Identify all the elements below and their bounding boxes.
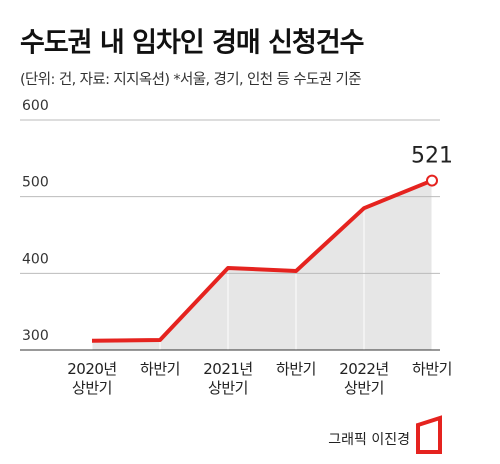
chart-title: 수도권 내 임차인 경매 신청건수: [20, 28, 364, 59]
y-tick-label: 300: [22, 328, 49, 344]
y-tick-label: 400: [22, 251, 49, 267]
x-tick-label: 2022년 상반기: [339, 360, 389, 397]
x-tick-label: 하반기: [412, 360, 452, 378]
chart-subtitle: (단위: 건, 자료: 지지옥션) *서울, 경기, 인천 등 수도권 기준: [20, 71, 361, 88]
line: [91, 178, 433, 343]
x-tick-label: 2021년 상반기: [203, 360, 253, 397]
value-label: 521: [411, 144, 453, 169]
area: [92, 180, 432, 350]
point-marker: [426, 174, 438, 187]
x-tick-label: 2020년 상반기: [67, 360, 117, 397]
x-tick-label: 하반기: [140, 360, 180, 378]
x-tick-label: 하반기: [276, 360, 316, 378]
y-tick-label: 600: [22, 98, 49, 114]
y-tick-label: 500: [22, 175, 49, 191]
credit: 그래픽 이진경: [328, 432, 410, 448]
logo: [416, 415, 442, 454]
